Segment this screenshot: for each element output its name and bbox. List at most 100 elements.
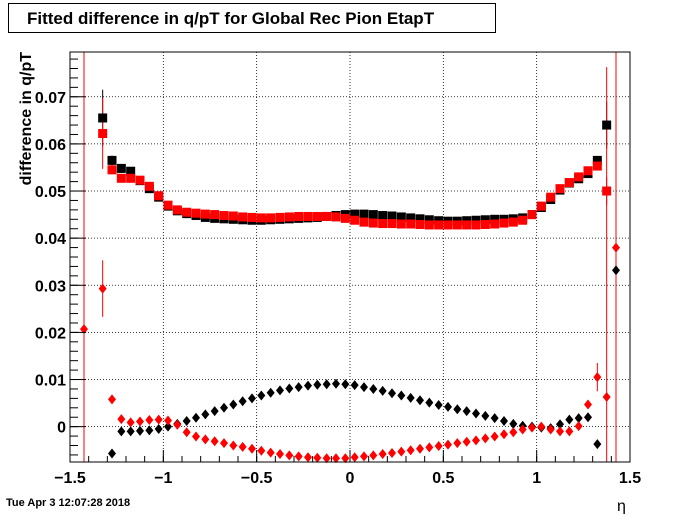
- data-point-diamond: [537, 421, 546, 432]
- data-point-square: [499, 218, 509, 228]
- data-point-diamond: [556, 426, 564, 437]
- data-point-square: [98, 129, 108, 139]
- data-point-diamond: [360, 382, 368, 393]
- data-point-square: [536, 201, 546, 211]
- data-point-diamond: [117, 414, 126, 425]
- data-point-square: [107, 165, 117, 175]
- data-point-square: [98, 113, 108, 123]
- data-point-diamond: [313, 379, 322, 390]
- data-point-diamond: [117, 426, 126, 437]
- data-point-diamond: [108, 394, 116, 405]
- data-point-diamond: [238, 441, 247, 452]
- data-point-square: [564, 178, 574, 188]
- data-point-diamond: [294, 382, 303, 393]
- data-point-diamond: [220, 402, 228, 413]
- data-point-diamond: [164, 421, 172, 432]
- data-point-diamond: [509, 418, 518, 429]
- data-point-diamond: [369, 383, 378, 394]
- data-point-diamond: [462, 406, 471, 417]
- y-tick-labels: 0 0.01 0.02 0.03 0.04 0.05 0.06 0.07: [35, 90, 66, 437]
- data-point-diamond: [500, 416, 508, 426]
- data-point-diamond: [509, 427, 518, 438]
- data-point-diamond: [276, 448, 284, 459]
- title-box: Fitted difference in q/pT for Global Rec…: [8, 3, 496, 33]
- data-point-diamond: [285, 450, 294, 461]
- axis-ticks: [69, 58, 631, 462]
- data-point-square: [368, 210, 378, 220]
- data-point-diamond: [602, 391, 611, 402]
- data-point-square: [200, 209, 210, 219]
- data-point-diamond: [322, 379, 331, 390]
- data-point-diamond: [182, 416, 191, 426]
- data-point-diamond: [434, 399, 443, 410]
- x-tick-label: −0.5: [241, 470, 273, 487]
- data-point-square: [368, 218, 378, 228]
- data-point-square: [574, 172, 584, 182]
- x-axis-label: η: [617, 498, 626, 514]
- y-tick-label: 0.02: [35, 325, 66, 342]
- data-point-diamond: [574, 413, 583, 424]
- data-point-diamond: [528, 422, 536, 433]
- data-point-diamond: [304, 452, 312, 463]
- data-point-square: [303, 211, 313, 221]
- data-point-diamond: [574, 421, 583, 432]
- data-point-diamond: [397, 390, 406, 401]
- data-point-diamond: [201, 409, 210, 420]
- data-point-square: [490, 214, 500, 224]
- data-point-diamond: [472, 408, 480, 419]
- chart-title: Fitted difference in q/pT for Global Rec…: [27, 9, 435, 28]
- data-point-square: [116, 163, 126, 173]
- data-point-square: [471, 220, 481, 230]
- data-point-square: [294, 211, 304, 221]
- data-point-square: [331, 212, 341, 222]
- data-point-square: [126, 166, 136, 176]
- data-point-square: [154, 191, 164, 201]
- data-point-square: [135, 175, 145, 185]
- data-point-square: [350, 215, 360, 225]
- data-point-square: [415, 214, 425, 224]
- data-point-diamond: [388, 448, 396, 459]
- data-point-diamond: [565, 426, 574, 437]
- data-point-diamond: [210, 436, 219, 447]
- data-point-diamond: [425, 397, 434, 408]
- data-point-square: [107, 155, 117, 165]
- data-point-diamond: [276, 385, 284, 396]
- data-point-square: [602, 186, 612, 196]
- data-point-diamond: [136, 425, 144, 436]
- data-point-square: [471, 215, 481, 225]
- data-point-diamond: [154, 424, 163, 435]
- y-tick-label: 0.03: [35, 278, 66, 295]
- data-point-diamond: [145, 425, 154, 436]
- data-point-diamond: [481, 433, 490, 444]
- data-point-square: [406, 219, 416, 229]
- data-point-square: [350, 209, 360, 219]
- data-point-square: [275, 212, 285, 222]
- data-point-square: [191, 208, 201, 218]
- data-point-square: [340, 213, 350, 223]
- data-point-square: [359, 209, 369, 219]
- data-point-diamond: [182, 427, 191, 438]
- data-point-diamond: [556, 419, 564, 430]
- data-point-square: [210, 210, 220, 220]
- data-point-square: [452, 220, 462, 230]
- data-point-square: [322, 211, 332, 221]
- data-point-diamond: [350, 380, 359, 391]
- data-point-diamond: [462, 436, 471, 447]
- data-point-diamond: [406, 445, 415, 456]
- data-point-square: [219, 211, 229, 221]
- data-point-diamond: [238, 396, 247, 407]
- data-point-diamond: [248, 443, 256, 454]
- timestamp: Tue Apr 3 12:07:28 2018: [6, 497, 131, 509]
- data-point-diamond: [341, 379, 350, 390]
- data-point-square: [144, 181, 154, 191]
- y-tick-label: 0.01: [35, 373, 66, 390]
- data-point-square: [508, 217, 518, 227]
- data-point-diamond: [154, 414, 163, 425]
- data-point-square: [172, 205, 182, 215]
- data-point-diamond: [285, 383, 294, 394]
- data-point-diamond: [229, 399, 238, 410]
- x-tick-labels: −1.5 −1 −0.5 0 0.5 1 1.5: [54, 470, 641, 487]
- data-point-diamond: [593, 372, 602, 383]
- data-point-diamond: [416, 395, 424, 406]
